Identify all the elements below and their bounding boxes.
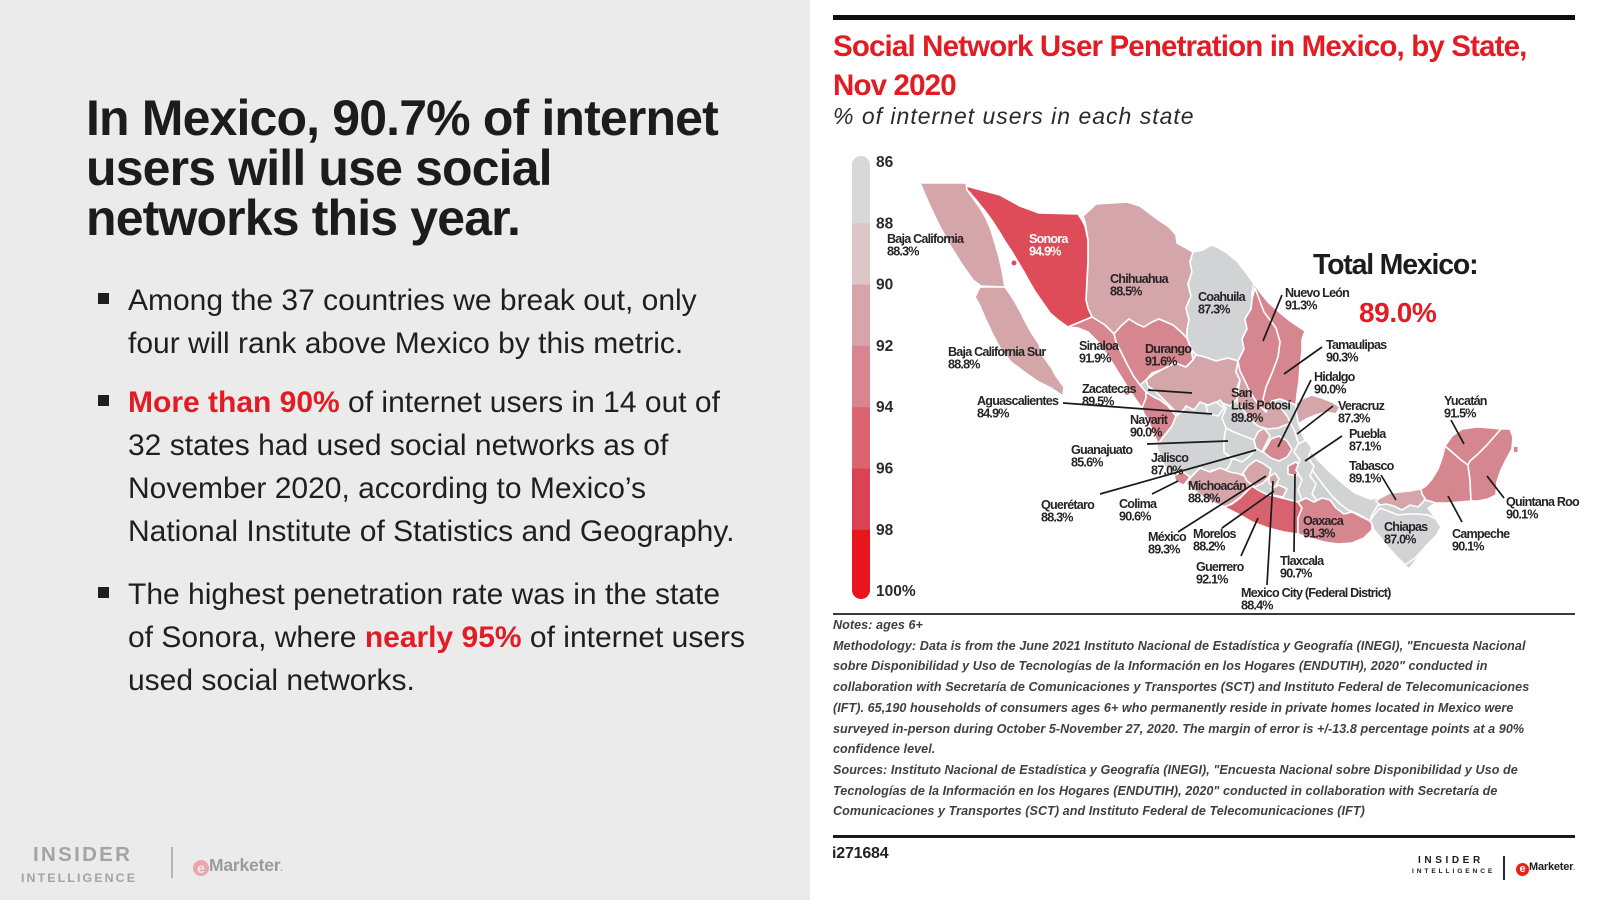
svg-text:100%: 100% bbox=[876, 583, 916, 600]
svg-text:87.0%: 87.0% bbox=[1384, 533, 1416, 547]
svg-text:90.1%: 90.1% bbox=[1506, 508, 1538, 522]
svg-text:Oaxaca: Oaxaca bbox=[1303, 514, 1345, 528]
svg-text:Mexico City (Federal District): Mexico City (Federal District) bbox=[1241, 586, 1391, 600]
svg-text:89.8%: 89.8% bbox=[1231, 411, 1263, 425]
svg-text:87.3%: 87.3% bbox=[1338, 412, 1370, 426]
svg-text:Chihuahua: Chihuahua bbox=[1110, 272, 1170, 286]
svg-text:90.0%: 90.0% bbox=[1130, 426, 1162, 440]
svg-text:85.6%: 85.6% bbox=[1071, 456, 1103, 470]
svg-text:91.5%: 91.5% bbox=[1444, 407, 1476, 421]
svg-text:94: 94 bbox=[876, 399, 894, 416]
svg-text:Durango: Durango bbox=[1145, 342, 1192, 356]
svg-text:91.6%: 91.6% bbox=[1145, 355, 1177, 369]
svg-text:Veracruz: Veracruz bbox=[1338, 399, 1385, 413]
svg-text:Guanajuato: Guanajuato bbox=[1071, 443, 1133, 457]
svg-text:Zacatecas: Zacatecas bbox=[1082, 382, 1137, 396]
svg-text:90.3%: 90.3% bbox=[1326, 351, 1358, 365]
svg-text:Querétaro: Querétaro bbox=[1041, 498, 1095, 512]
svg-text:Tamaulipas: Tamaulipas bbox=[1326, 338, 1387, 352]
svg-text:91.9%: 91.9% bbox=[1079, 352, 1111, 366]
svg-text:92.1%: 92.1% bbox=[1196, 573, 1228, 587]
svg-text:Hidalgo: Hidalgo bbox=[1314, 370, 1356, 384]
svg-text:Luis Potosí: Luis Potosí bbox=[1231, 399, 1291, 413]
svg-text:Sonora: Sonora bbox=[1029, 232, 1069, 246]
svg-text:Baja California: Baja California bbox=[887, 232, 965, 246]
svg-text:90.7%: 90.7% bbox=[1280, 567, 1312, 581]
svg-text:88: 88 bbox=[876, 215, 894, 232]
svg-text:90.6%: 90.6% bbox=[1119, 510, 1151, 524]
svg-text:86: 86 bbox=[876, 154, 894, 171]
svg-text:88.4%: 88.4% bbox=[1241, 599, 1273, 613]
svg-text:Michoacán: Michoacán bbox=[1188, 479, 1246, 493]
svg-text:87.1%: 87.1% bbox=[1349, 440, 1381, 454]
svg-text:87.3%: 87.3% bbox=[1198, 303, 1230, 317]
svg-text:88.8%: 88.8% bbox=[948, 358, 980, 372]
svg-text:88.3%: 88.3% bbox=[1041, 511, 1073, 525]
svg-text:Nayarit: Nayarit bbox=[1130, 413, 1169, 427]
svg-text:Baja California Sur: Baja California Sur bbox=[948, 345, 1046, 359]
svg-text:84.9%: 84.9% bbox=[977, 407, 1009, 421]
svg-text:Aguascalientes: Aguascalientes bbox=[977, 394, 1059, 408]
svg-text:90.1%: 90.1% bbox=[1452, 540, 1484, 554]
svg-text:Guerrero: Guerrero bbox=[1196, 560, 1245, 574]
svg-text:87.0%: 87.0% bbox=[1151, 464, 1183, 478]
svg-text:94.9%: 94.9% bbox=[1029, 245, 1061, 259]
svg-text:Morelos: Morelos bbox=[1193, 527, 1236, 541]
svg-text:89.1%: 89.1% bbox=[1349, 472, 1381, 486]
svg-text:90.0%: 90.0% bbox=[1314, 383, 1346, 397]
svg-text:Tlaxcala: Tlaxcala bbox=[1280, 554, 1325, 568]
svg-text:91.3%: 91.3% bbox=[1285, 299, 1317, 313]
svg-text:89.5%: 89.5% bbox=[1082, 395, 1114, 409]
svg-text:96: 96 bbox=[876, 461, 894, 478]
svg-text:Quintana Roo: Quintana Roo bbox=[1506, 495, 1580, 509]
svg-text:91.3%: 91.3% bbox=[1303, 527, 1335, 541]
svg-text:Puebla: Puebla bbox=[1349, 427, 1387, 441]
svg-text:Chiapas: Chiapas bbox=[1384, 520, 1428, 534]
svg-text:Yucatán: Yucatán bbox=[1444, 394, 1487, 408]
svg-text:98: 98 bbox=[876, 522, 894, 539]
svg-text:88.5%: 88.5% bbox=[1110, 285, 1142, 299]
svg-text:Coahuila: Coahuila bbox=[1198, 290, 1247, 304]
svg-text:Campeche: Campeche bbox=[1452, 527, 1510, 541]
svg-text:Tabasco: Tabasco bbox=[1349, 459, 1395, 473]
svg-text:90: 90 bbox=[876, 277, 893, 294]
svg-text:Colima: Colima bbox=[1119, 497, 1158, 511]
svg-text:San: San bbox=[1231, 386, 1252, 400]
svg-text:88.8%: 88.8% bbox=[1188, 492, 1220, 506]
svg-text:89.3%: 89.3% bbox=[1148, 543, 1180, 557]
svg-text:México: México bbox=[1148, 530, 1187, 544]
svg-text:Nuevo León: Nuevo León bbox=[1285, 286, 1349, 300]
svg-text:Sinaloa: Sinaloa bbox=[1079, 339, 1120, 353]
svg-text:88.2%: 88.2% bbox=[1193, 540, 1225, 554]
svg-text:Jalisco: Jalisco bbox=[1151, 451, 1189, 465]
svg-text:92: 92 bbox=[876, 338, 893, 355]
svg-text:88.3%: 88.3% bbox=[887, 245, 919, 259]
